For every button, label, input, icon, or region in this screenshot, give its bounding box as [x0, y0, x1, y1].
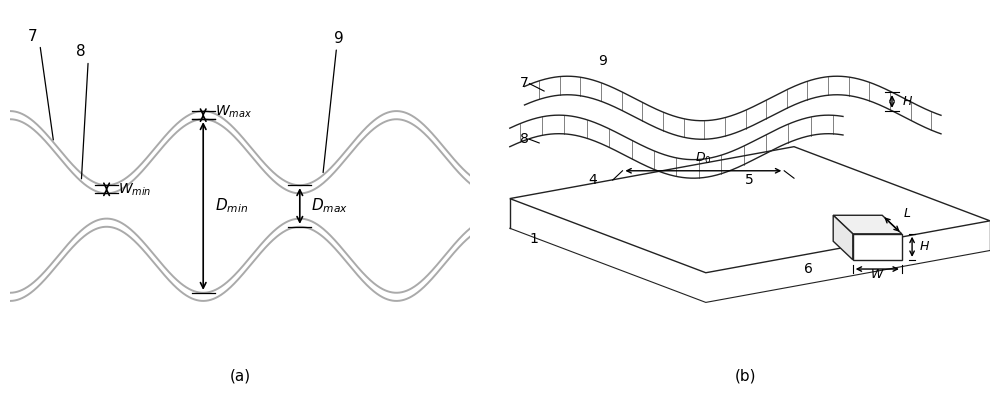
Text: $D_{max}$: $D_{max}$	[311, 197, 348, 215]
Text: 6: 6	[804, 262, 813, 276]
Text: $H$: $H$	[919, 240, 930, 253]
Text: 7: 7	[28, 29, 38, 44]
Polygon shape	[833, 215, 902, 234]
Text: $W_{max}$: $W_{max}$	[215, 103, 252, 119]
Text: 8: 8	[520, 132, 528, 146]
Text: (a): (a)	[229, 369, 251, 384]
Text: $D_{min}$: $D_{min}$	[215, 197, 248, 215]
Text: 9: 9	[334, 31, 344, 46]
Text: 5: 5	[745, 173, 754, 187]
Text: 7: 7	[520, 76, 528, 90]
Text: 9: 9	[598, 54, 607, 68]
Polygon shape	[510, 147, 990, 273]
Text: 4: 4	[588, 173, 597, 187]
Text: $W_{min}$: $W_{min}$	[118, 181, 151, 197]
Text: $L$: $L$	[903, 207, 911, 220]
Text: (b): (b)	[734, 369, 756, 384]
Polygon shape	[833, 215, 853, 260]
Text: $H$: $H$	[902, 95, 913, 108]
Text: 1: 1	[529, 232, 538, 246]
Text: $W$: $W$	[870, 268, 885, 281]
Text: $D_0$: $D_0$	[695, 150, 712, 166]
Polygon shape	[853, 234, 902, 260]
Text: 8: 8	[76, 44, 86, 59]
